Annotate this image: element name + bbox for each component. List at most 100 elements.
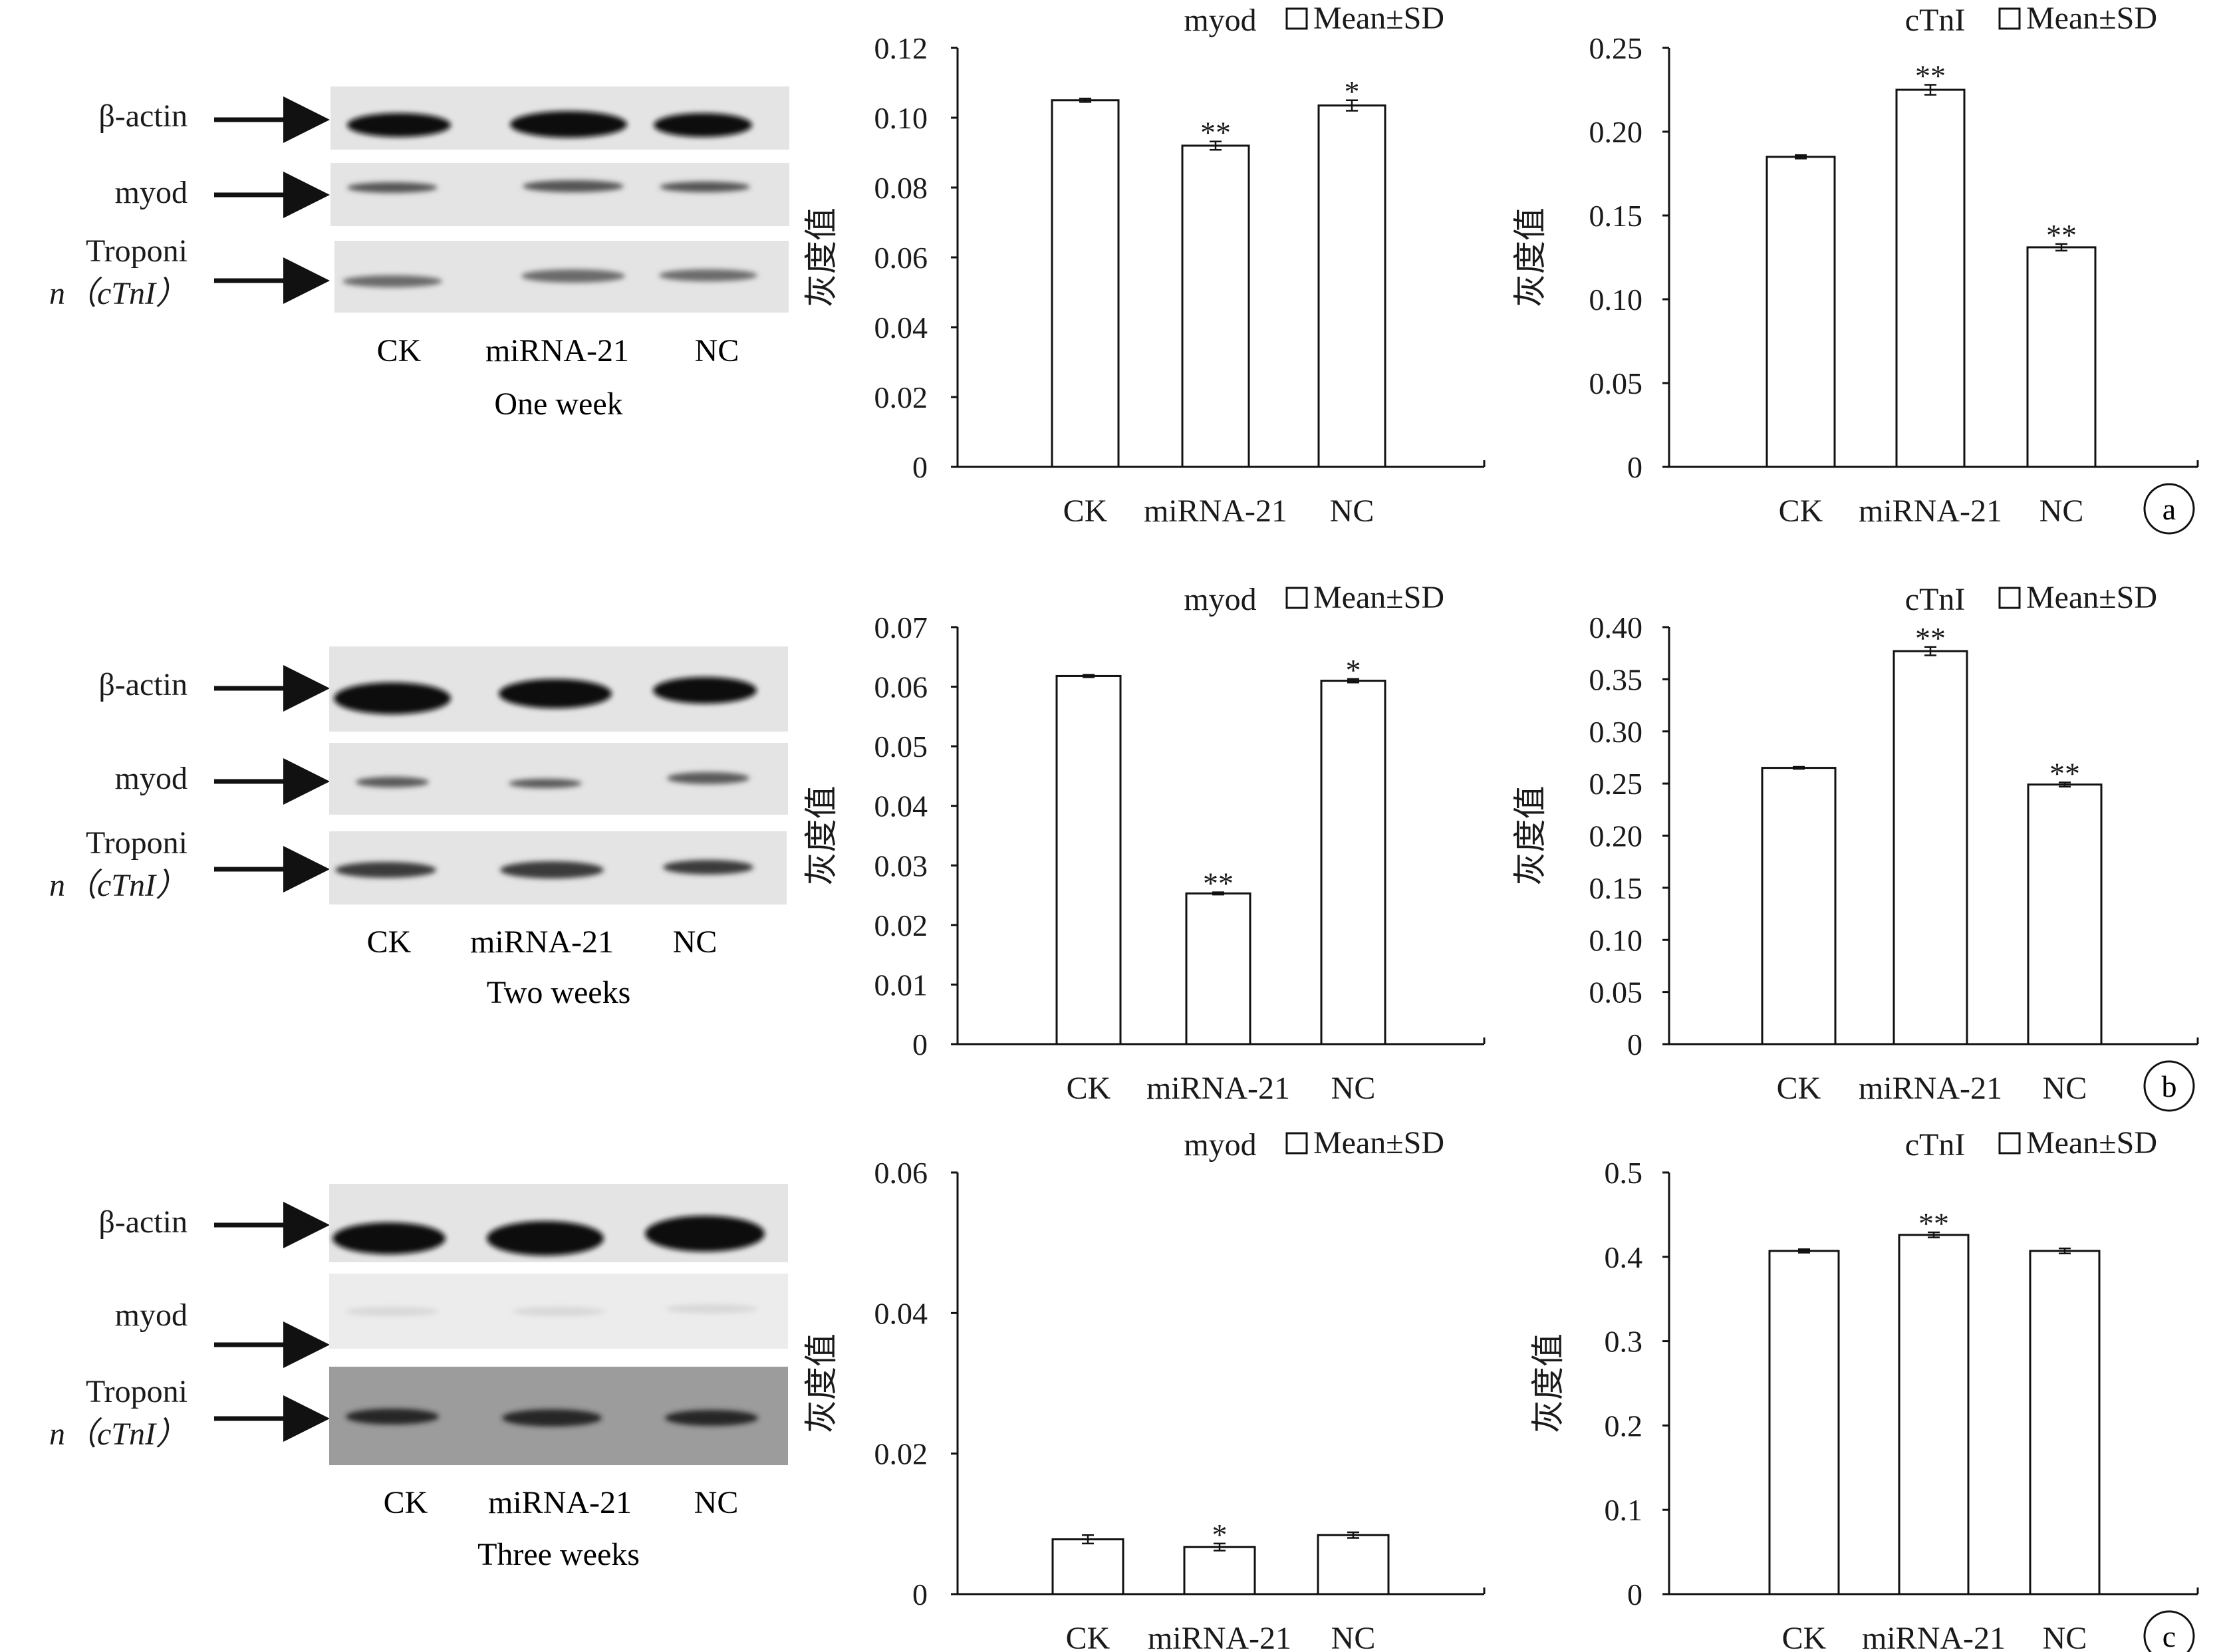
y-tick-label: 0.05 — [874, 730, 928, 763]
lane-label: CK — [384, 1485, 428, 1520]
y-tick-label: 0.1 — [1605, 1493, 1643, 1527]
x-tick-label: CK — [1782, 1621, 1827, 1652]
significance-marker: ** — [2046, 218, 2077, 252]
x-tick-label: CK — [1777, 1071, 1821, 1106]
band-label-beta-actin: β-actin — [98, 1204, 188, 1240]
y-tick-label: 0.02 — [874, 908, 928, 942]
legend-swatch — [1998, 7, 2021, 30]
bar — [1051, 99, 1120, 468]
chart-container: 0 0.1 0.2 0.3 0.4 0.5 灰度值 cTnI Mean±SD CK ** miRNA-… — [1529, 1125, 2199, 1652]
bar — [1183, 1546, 1256, 1595]
y-axis-label: 灰度值 — [803, 207, 840, 307]
y-tick-label: 0 — [1627, 1578, 1642, 1611]
chart-container: 0 0.02 0.04 0.06 灰度值 myod Mean±SD CK * miRNA-21 NC — [803, 1125, 1486, 1652]
bar — [1051, 1538, 1124, 1595]
x-tick-label: NC — [1330, 493, 1374, 529]
lane-label: CK — [377, 333, 422, 368]
y-tick-label: 0.20 — [1589, 115, 1643, 149]
period-label: Two weeks — [487, 975, 631, 1010]
y-tick-label: 0 — [1627, 1028, 1642, 1061]
band-label-beta-actin: β-actin — [98, 667, 188, 702]
bar — [1768, 1250, 1840, 1595]
y-tick-label: 0.06 — [874, 670, 928, 704]
x-tick-label: miRNA-21 — [1148, 1621, 1291, 1652]
y-tick-label: 0.10 — [1589, 923, 1643, 957]
band-label-beta-actin: β-actin — [98, 98, 188, 134]
y-axis-label: 灰度值 — [1529, 1333, 1567, 1433]
blot-band-labels: β-actin myod Troponi n（cTnI） — [49, 98, 188, 311]
bar — [1898, 1234, 1970, 1595]
chart-title: myod — [1184, 3, 1256, 38]
y-tick-label: 0.15 — [1589, 199, 1643, 233]
bar — [1320, 680, 1386, 1045]
band-label-troponin: Troponi — [86, 233, 188, 269]
blot-arrows — [214, 96, 330, 304]
y-tick-label: 0.08 — [874, 171, 928, 205]
y-tick-label: 0.5 — [1605, 1156, 1643, 1190]
band-label-ctni: n（cTnI） — [49, 276, 188, 311]
y-axis-label: 灰度值 — [803, 1333, 840, 1433]
chart-container: 0 0.05 0.10 0.15 0.20 0.25 0.30 0.35 0.40 灰度值 cTnI… — [1511, 580, 2199, 1106]
legend-swatch — [1285, 1132, 1308, 1155]
svg-text:c: c — [2162, 1619, 2176, 1652]
y-tick-label: 0 — [912, 450, 928, 484]
x-tick-label: CK — [1066, 1621, 1111, 1652]
x-tick-label: NC — [1331, 1621, 1376, 1652]
significance-marker: * — [1346, 653, 1361, 687]
x-tick-label: NC — [2043, 1621, 2087, 1652]
blot-lane-labels: CK miRNA-21 NC One week — [377, 333, 739, 422]
bar — [2026, 246, 2097, 468]
lane-label: miRNA-21 — [470, 924, 614, 960]
y-axis-label: 灰度值 — [1511, 207, 1549, 307]
chart-title: myod — [1184, 1127, 1256, 1163]
bar — [1893, 650, 1968, 1045]
svg-text:a: a — [2162, 492, 2176, 526]
y-tick-label: 0.06 — [874, 241, 928, 275]
legend-label: Mean±SD — [1313, 1125, 1444, 1161]
x-tick-label: NC — [2039, 493, 2084, 529]
chart-title: myod — [1184, 582, 1256, 617]
y-tick-label: 0.12 — [874, 31, 928, 65]
lane-label: NC — [695, 333, 739, 368]
period-label: One week — [494, 386, 622, 422]
band-label-myod: myod — [115, 175, 188, 210]
x-tick-label: CK — [1063, 493, 1108, 529]
chart-container: 0 0.01 0.02 0.03 0.04 0.05 0.06 0.07 灰度值 myod Mean… — [803, 580, 1486, 1106]
y-tick-label: 0.04 — [874, 311, 928, 344]
svg-text:b: b — [2162, 1069, 2177, 1103]
y-tick-label: 0.35 — [1589, 662, 1643, 696]
significance-marker: ** — [1915, 59, 1946, 92]
bar — [1761, 767, 1837, 1045]
blot-band-labels: β-actin myod Troponi n（cTnI） — [49, 667, 188, 903]
y-tick-label: 0.25 — [1589, 31, 1643, 65]
significance-marker: ** — [1200, 116, 1231, 150]
blot-arrows — [214, 665, 330, 893]
legend-label: Mean±SD — [1313, 1, 1444, 36]
x-tick-label: NC — [1331, 1071, 1376, 1106]
y-tick-label: 0.2 — [1605, 1409, 1643, 1443]
legend-swatch — [1285, 587, 1308, 609]
y-tick-label: 0.02 — [874, 1437, 928, 1471]
x-tick-label: miRNA-21 — [1146, 1071, 1290, 1106]
x-tick-label: NC — [2043, 1071, 2087, 1106]
y-tick-label: 0.25 — [1589, 767, 1643, 801]
y-tick-label: 0.4 — [1605, 1240, 1643, 1274]
bar — [1317, 1534, 1390, 1595]
lane-label: NC — [673, 924, 718, 960]
legend-swatch — [1285, 7, 1308, 30]
band-label-troponin: Troponi — [86, 825, 188, 861]
western-blot-image — [329, 1184, 788, 1465]
bar — [1055, 674, 1122, 1045]
period-label: Three weeks — [477, 1537, 640, 1572]
y-tick-label: 0.07 — [874, 611, 928, 644]
bar — [1317, 104, 1386, 468]
chart-container: 0 0.05 0.10 0.15 0.20 0.25 灰度值 cTnI Mean±SD CK ** m… — [1511, 1, 2199, 529]
western-blot-image — [329, 646, 788, 904]
chart-title: cTnI — [1905, 3, 1966, 38]
bar — [1181, 144, 1250, 468]
blot-band-labels: β-actin myod Troponi n（cTnI） — [49, 1204, 188, 1452]
legend-label: Mean±SD — [1313, 580, 1444, 615]
band-label-ctni: n（cTnI） — [49, 868, 188, 903]
y-tick-label: 0.15 — [1589, 871, 1643, 905]
bar — [1895, 88, 1966, 468]
